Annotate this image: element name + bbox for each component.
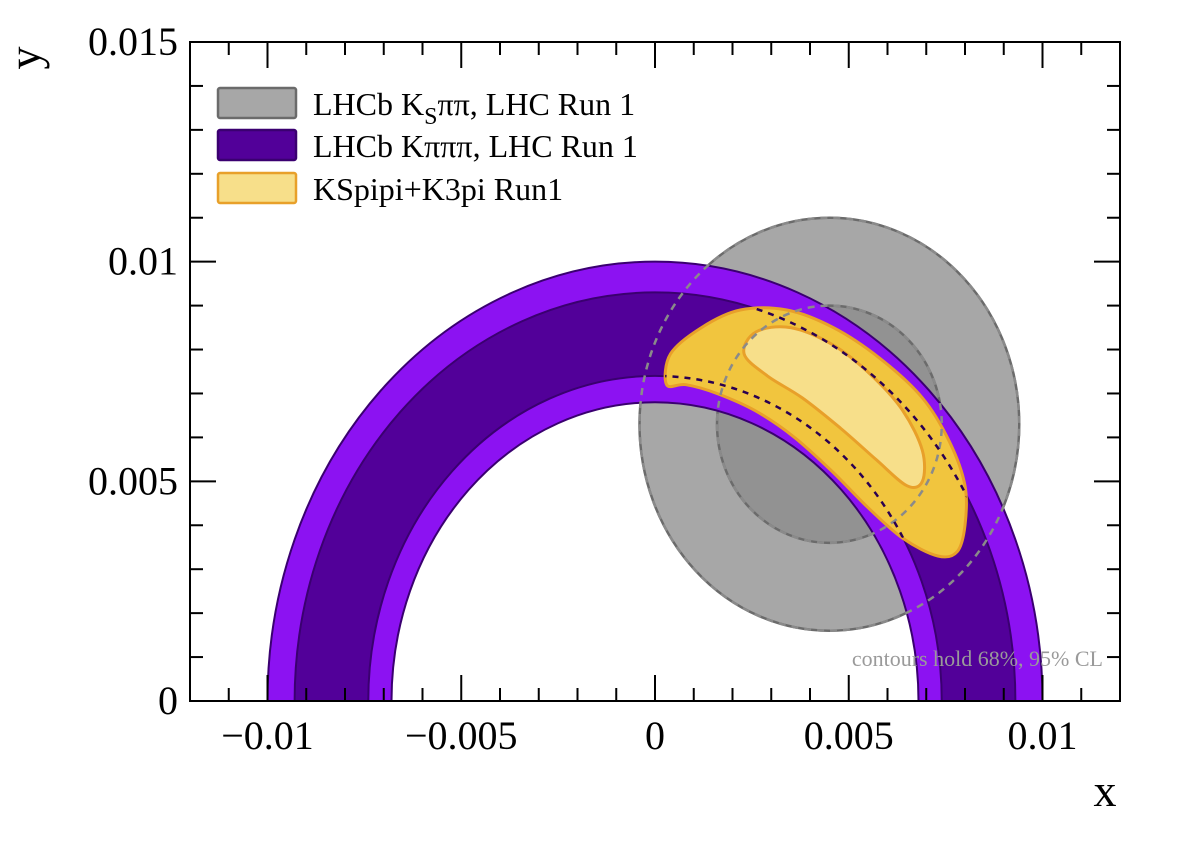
cl-annotation: contours hold 68%, 95% CL: [852, 646, 1103, 671]
x-tick-label: 0.01: [1008, 713, 1078, 758]
x-tick-label: 0: [645, 713, 665, 758]
legend-swatch: [216, 128, 298, 162]
legend-swatch: [216, 86, 298, 120]
tick-labels: −0.01 −0.005 0 0.005 0.01 0 0.005 0.01 0.015: [88, 19, 1078, 758]
combined-contour-68: [742, 325, 927, 489]
legend-entry-k3pi: LHCb Kπππ, LHC Run 1: [216, 128, 638, 164]
x-tick-label: −0.005: [405, 713, 518, 758]
x-tick-label: −0.01: [221, 713, 314, 758]
plot-area: [266, 216, 1044, 701]
legend-swatch: [216, 171, 298, 205]
axis-ticks: [189, 41, 1121, 702]
y-tick-label: 0.015: [88, 19, 178, 64]
legend-label: LHCb KSππ, LHC Run 1: [313, 86, 635, 130]
y-axis-title: y: [0, 47, 50, 70]
x-tick-label: 0.005: [804, 713, 894, 758]
kspipi-overlay-68: [715, 304, 944, 545]
y-tick-label: 0.005: [88, 458, 178, 503]
dashed-overlays: [638, 216, 1021, 632]
x-axis-title: x: [1094, 765, 1117, 816]
legend-label-rest: ππ, LHC Run 1: [437, 86, 635, 122]
legend-entry-kspipi: LHCb KSππ, LHC Run 1: [216, 86, 635, 130]
legend-label: KSpipi+K3pi Run1: [313, 171, 563, 207]
legend-entry-combined: KSpipi+K3pi Run1: [216, 171, 563, 207]
y-tick-label: 0.01: [108, 239, 178, 284]
y-tick-label: 0: [158, 678, 178, 723]
legend-subscript: S: [424, 104, 437, 130]
legend-label: LHCb Kπππ, LHC Run 1: [313, 128, 638, 164]
